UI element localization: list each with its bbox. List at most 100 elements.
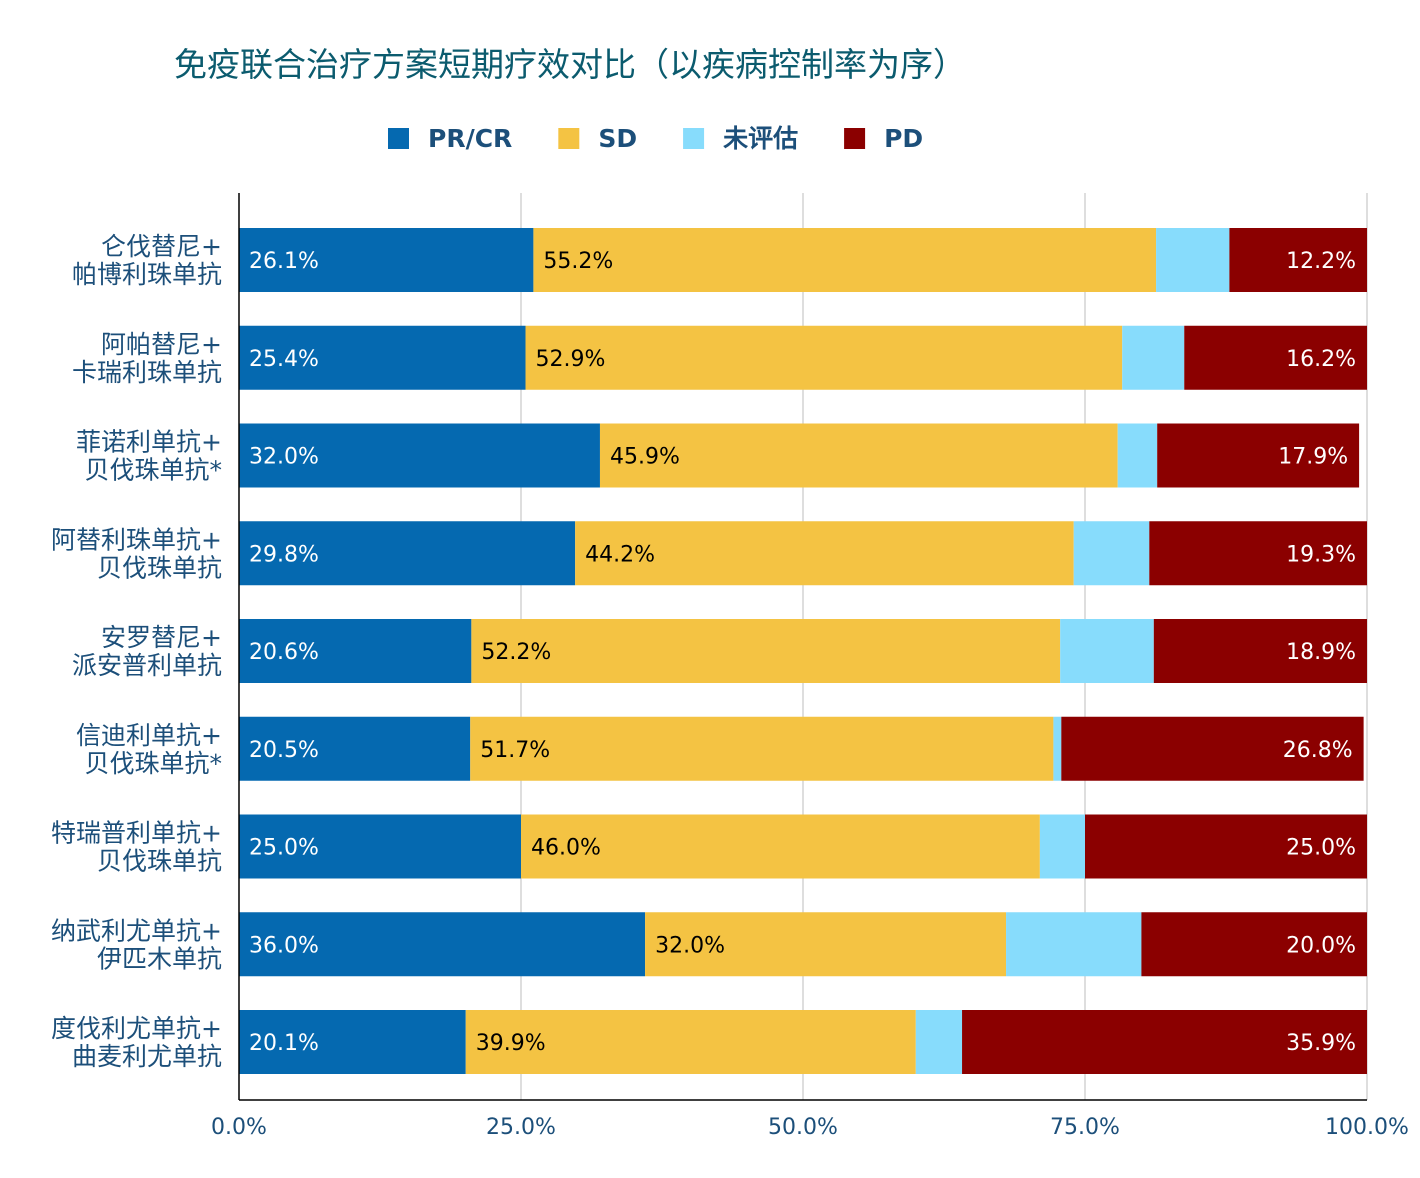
category-label-line: 贝伐珠单抗 xyxy=(97,847,222,876)
category-label-line: 派安普利单抗 xyxy=(72,651,222,680)
bar-segment-PD xyxy=(1085,814,1367,879)
legend-label: SD xyxy=(598,124,637,153)
legend-swatch xyxy=(388,128,409,149)
data-label: 29.8% xyxy=(249,542,319,567)
legend-label: PR/CR xyxy=(428,124,512,153)
x-tick-label: 100.0% xyxy=(1325,1115,1409,1140)
data-label: 17.9% xyxy=(1278,445,1348,470)
bar-segment-SD xyxy=(470,716,1054,781)
bar-segment-SD xyxy=(521,814,1040,879)
data-label: 44.2% xyxy=(585,542,655,567)
bar-segment-未评估 xyxy=(1039,814,1085,879)
data-label: 32.0% xyxy=(655,933,725,958)
data-label: 51.7% xyxy=(480,738,550,763)
bar-segment-未评估 xyxy=(1122,325,1185,390)
bar-segment-未评估 xyxy=(1073,521,1150,586)
category-label-line: 贝伐珠单抗* xyxy=(84,456,222,485)
category-label: 特瑞普利单抗+贝伐珠单抗 xyxy=(51,819,222,876)
category-label: 阿替利珠单抗+贝伐珠单抗 xyxy=(51,525,222,582)
bar-segment-PD xyxy=(1157,423,1360,488)
legend-swatch xyxy=(558,128,580,149)
bar-segment-PD xyxy=(962,1010,1367,1074)
bar-segment-SD xyxy=(525,325,1123,390)
legend-label: 未评估 xyxy=(723,124,798,153)
data-label: 16.2% xyxy=(1286,347,1356,372)
bar-segment-未评估 xyxy=(1060,619,1154,683)
category-label-line: 贝伐珠单抗* xyxy=(84,749,222,778)
bar-segment-PR/CR xyxy=(239,1010,466,1074)
category-label: 仑伐替尼+帕博利珠单抗 xyxy=(72,232,222,289)
bar-segment-SD xyxy=(471,619,1061,683)
bar-segment-未评估 xyxy=(1006,912,1142,977)
category-label-line: 贝伐珠单抗 xyxy=(97,553,222,582)
bar-segment-PD xyxy=(1141,912,1367,977)
data-label: 55.2% xyxy=(543,249,613,274)
category-label-line: 曲麦利尤单抗 xyxy=(72,1042,222,1071)
bar-row: 32.0% 45.9% 17.9% xyxy=(239,423,1360,488)
bar-segment-SD xyxy=(599,423,1118,488)
bar-row: 29.8% 44.2% 19.3% xyxy=(239,521,1367,586)
data-label: 35.9% xyxy=(1286,1031,1356,1056)
category-label: 纳武利尤单抗+伊匹木单抗 xyxy=(51,916,222,973)
data-label: 25.0% xyxy=(249,836,319,861)
bar-segment-PR/CR xyxy=(239,325,526,390)
bar-row: 20.1% 39.9% 35.9% xyxy=(239,1010,1367,1074)
bar-row: 20.6% 52.2% 18.9% xyxy=(239,619,1367,683)
chart-axes xyxy=(238,193,1367,1101)
data-label: 32.0% xyxy=(249,445,319,470)
category-label-line: 菲诺利单抗+ xyxy=(76,428,222,457)
data-label: 19.3% xyxy=(1286,542,1356,567)
data-label: 52.2% xyxy=(481,640,551,665)
data-label: 25.0% xyxy=(1286,836,1356,861)
data-label: 20.5% xyxy=(249,738,319,763)
bar-segment-PR/CR xyxy=(239,716,471,781)
bar-segment-未评估 xyxy=(1156,228,1230,292)
chart-title: 免疫联合治疗方案短期疗效对比（以疾病控制率为序） xyxy=(174,45,966,84)
chart-legend: PR/CR SD 未评估 PD xyxy=(388,124,923,153)
category-label-line: 信迪利单抗+ xyxy=(76,721,222,750)
bar-segment-SD xyxy=(645,912,1007,977)
bar-segment-PR/CR xyxy=(239,814,521,879)
data-label: 39.9% xyxy=(476,1031,546,1056)
bar-segment-PD xyxy=(1153,619,1367,683)
bar-segment-SD xyxy=(533,228,1157,292)
category-label-line: 卡瑞利珠单抗 xyxy=(72,358,222,387)
category-label: 安罗替尼+派安普利单抗 xyxy=(72,623,222,680)
data-label: 20.6% xyxy=(249,640,319,665)
data-label: 25.4% xyxy=(249,347,319,372)
bar-segment-SD xyxy=(575,521,1074,586)
bar-segment-PR/CR xyxy=(239,912,646,977)
bar-segment-PR/CR xyxy=(239,228,534,292)
category-label-line: 阿替利珠单抗+ xyxy=(51,525,222,554)
data-label: 20.1% xyxy=(249,1031,319,1056)
category-label: 度伐利尤单抗+曲麦利尤单抗 xyxy=(51,1014,222,1071)
legend-item: PR/CR xyxy=(388,124,512,153)
category-label-line: 纳武利尤单抗+ xyxy=(51,916,222,945)
legend-swatch xyxy=(844,128,866,149)
x-tick-label: 25.0% xyxy=(486,1115,556,1140)
data-label: 45.9% xyxy=(610,445,680,470)
data-label: 26.1% xyxy=(249,249,319,274)
bar-row: 25.4% 52.9% 16.2% xyxy=(239,325,1367,390)
y-axis-category-labels: 仑伐替尼+帕博利珠单抗阿帕替尼+卡瑞利珠单抗菲诺利单抗+贝伐珠单抗*阿替利珠单抗… xyxy=(51,232,222,1071)
legend-swatch xyxy=(683,128,705,149)
bar-segment-PD xyxy=(1149,521,1367,586)
bar-segment-PD xyxy=(1061,716,1364,781)
legend-label: PD xyxy=(884,124,923,153)
chart-bars: 26.1% 55.2% 12.2% 25.4% 52.9% 16.2% 32.0% 45.9%… xyxy=(239,228,1367,1074)
x-tick-label: 50.0% xyxy=(768,1115,838,1140)
legend-item: PD xyxy=(844,124,923,153)
category-label-line: 伊匹木单抗 xyxy=(97,944,222,973)
category-label-line: 仑伐替尼+ xyxy=(101,232,222,261)
category-label: 菲诺利单抗+贝伐珠单抗* xyxy=(76,428,222,485)
data-label: 18.9% xyxy=(1286,640,1356,665)
category-label-line: 安罗替尼+ xyxy=(101,623,222,652)
bar-segment-PR/CR xyxy=(239,423,600,488)
category-label-line: 度伐利尤单抗+ xyxy=(51,1014,222,1043)
data-label: 46.0% xyxy=(531,836,601,861)
bar-segment-PD xyxy=(1184,325,1367,390)
bar-segment-未评估 xyxy=(915,1010,963,1074)
bar-segment-未评估 xyxy=(1117,423,1158,488)
x-axis-tick-labels: 0.0% 25.0% 50.0% 75.0% 100.0% xyxy=(211,1115,1409,1140)
bar-segment-PR/CR xyxy=(239,619,472,683)
